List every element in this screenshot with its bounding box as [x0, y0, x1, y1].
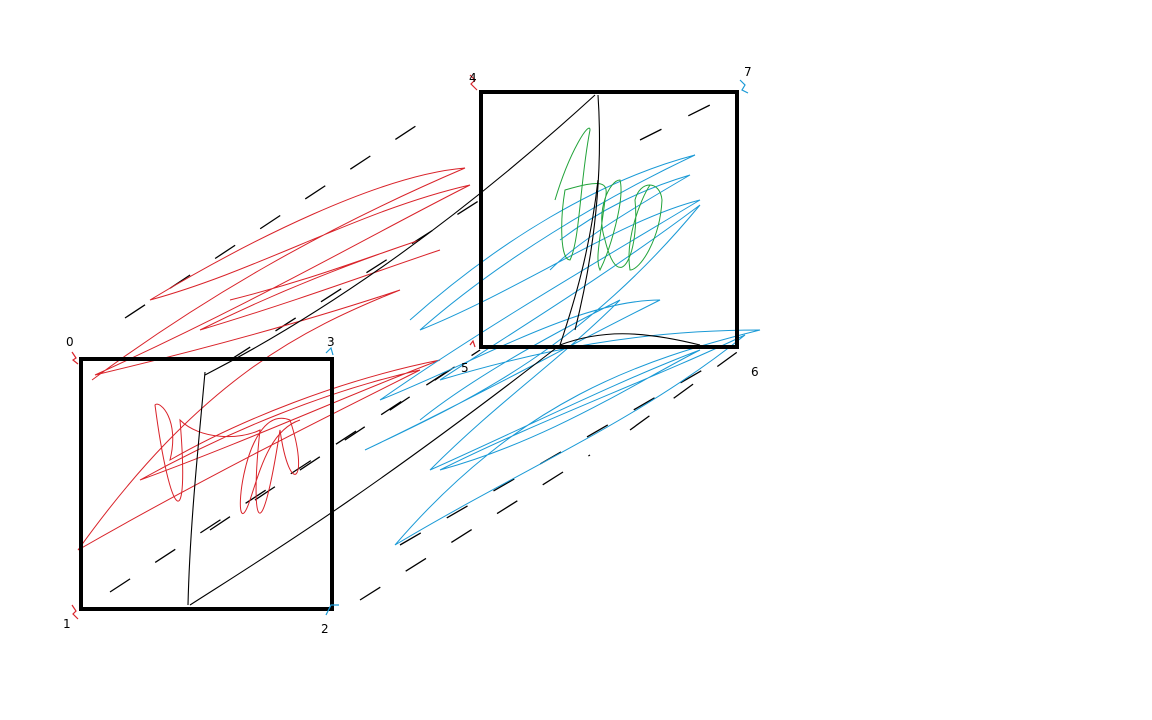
vertex-label-2: 2	[321, 622, 329, 636]
vertex-label-4: 4	[469, 71, 477, 85]
blue-scribble	[364, 154, 761, 546]
vertex-label-3: 3	[327, 335, 335, 349]
vertex-label-1: 1	[63, 617, 71, 631]
inner-curves	[187, 94, 701, 606]
vertex-label-0: 0	[66, 335, 74, 349]
vertex-label-7: 7	[744, 65, 752, 79]
vertex-marks	[71, 74, 749, 620]
front-square	[79, 357, 334, 611]
red-scribble	[77, 167, 471, 551]
back-square	[479, 90, 739, 349]
green-scribble	[554, 127, 663, 272]
vertex-label-5: 5	[461, 361, 469, 375]
vertex-label-6: 6	[751, 365, 759, 379]
